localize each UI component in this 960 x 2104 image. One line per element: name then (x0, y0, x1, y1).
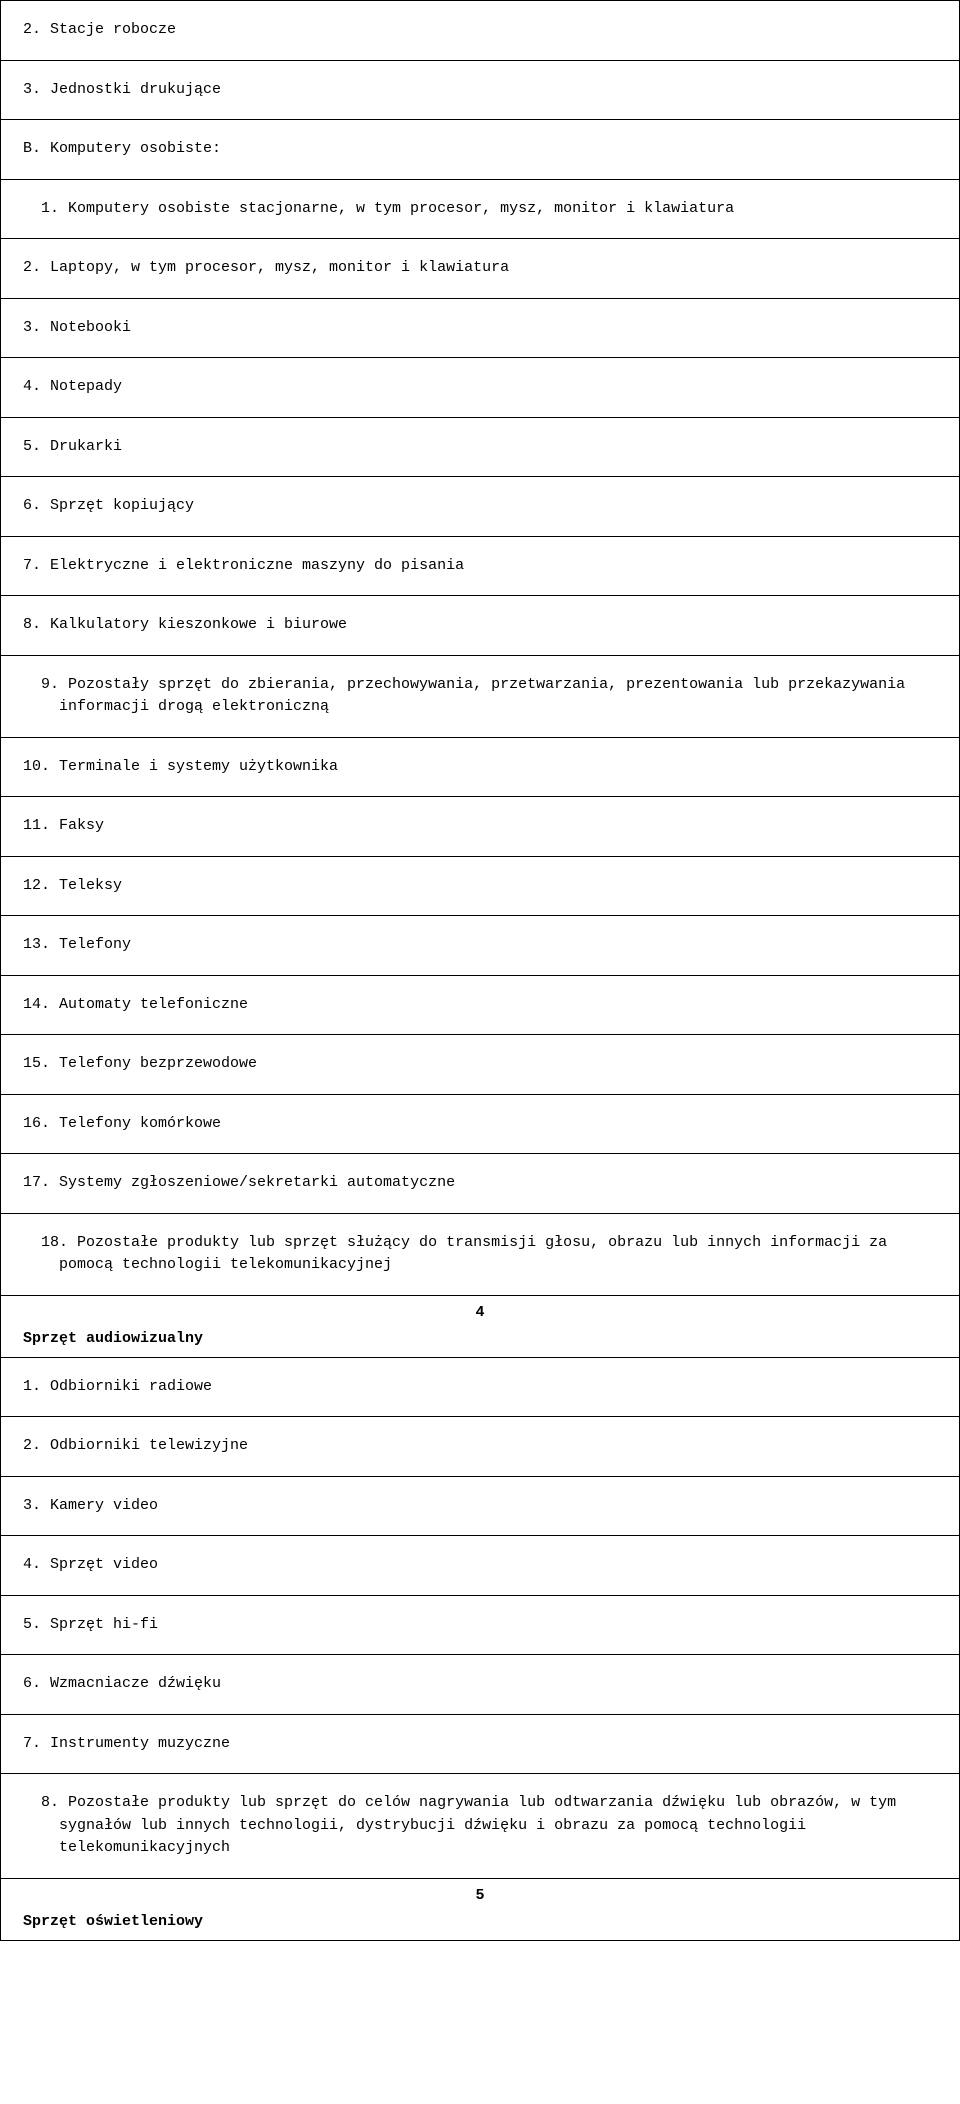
table-cell: 12. Teleksy (1, 856, 960, 916)
list-item-text: 15. Telefony bezprzewodowe (23, 1055, 257, 1072)
table-row: 10. Terminale i systemy użytkownika (1, 737, 960, 797)
list-item-text: 5. Drukarki (23, 438, 122, 455)
table-row: 3. Jednostki drukujące (1, 60, 960, 120)
list-item-text: 4. Sprzęt video (23, 1556, 158, 1573)
table-row: 13. Telefony (1, 916, 960, 976)
table-row: 4. Notepady (1, 358, 960, 418)
document-page: 2. Stacje robocze 3. Jednostki drukujące B… (0, 0, 960, 1941)
table-cell: 14. Automaty telefoniczne (1, 975, 960, 1035)
table-row: 4 Sprzęt audiowizualny (1, 1295, 960, 1357)
table-row: 5 Sprzęt oświetleniowy (1, 1878, 960, 1940)
table-row: 11. Faksy (1, 797, 960, 857)
category-title: Sprzęt oświetleniowy (23, 1911, 937, 1934)
table-cell: 1. Komputery osobiste stacjonarne, w tym… (1, 179, 960, 239)
list-item-text: 14. Automaty telefoniczne (23, 996, 248, 1013)
table-row: 1. Komputery osobiste stacjonarne, w tym… (1, 179, 960, 239)
table-row: B. Komputery osobiste: (1, 120, 960, 180)
list-item-text: 8. Pozostałe produkty lub sprzęt do celó… (23, 1792, 937, 1860)
list-item-text: 2. Odbiorniki telewizyjne (23, 1437, 248, 1454)
table-cell: 11. Faksy (1, 797, 960, 857)
table-cell: 3. Jednostki drukujące (1, 60, 960, 120)
table-cell: 2. Stacje robocze (1, 1, 960, 61)
table-cell: 2. Laptopy, w tym procesor, mysz, monito… (1, 239, 960, 299)
table-cell: 18. Pozostałe produkty lub sprzęt służąc… (1, 1213, 960, 1295)
list-item-text: 17. Systemy zgłoszeniowe/sekretarki auto… (23, 1174, 455, 1191)
category-number: 4 (23, 1302, 937, 1325)
list-item-text: 16. Telefony komórkowe (23, 1115, 221, 1132)
table-row: 4. Sprzęt video (1, 1536, 960, 1596)
table-row: 8. Pozostałe produkty lub sprzęt do celó… (1, 1774, 960, 1879)
table-row: 6. Sprzęt kopiujący (1, 477, 960, 537)
table-cell: 2. Odbiorniki telewizyjne (1, 1417, 960, 1477)
list-item-text: 6. Wzmacniacze dźwięku (23, 1675, 221, 1692)
table-cell: 15. Telefony bezprzewodowe (1, 1035, 960, 1095)
table-row: 6. Wzmacniacze dźwięku (1, 1655, 960, 1715)
table-cell: 7. Elektryczne i elektroniczne maszyny d… (1, 536, 960, 596)
table-cell: 6. Sprzęt kopiujący (1, 477, 960, 537)
list-item-text: 5. Sprzęt hi-fi (23, 1616, 158, 1633)
list-item-text: 4. Notepady (23, 378, 122, 395)
table-row: 7. Elektryczne i elektroniczne maszyny d… (1, 536, 960, 596)
list-item-text: 13. Telefony (23, 936, 131, 953)
list-item-text: 3. Jednostki drukujące (23, 81, 221, 98)
list-item-text: 2. Laptopy, w tym procesor, mysz, monito… (23, 259, 509, 276)
list-item-text: 7. Instrumenty muzyczne (23, 1735, 230, 1752)
table-row: 16. Telefony komórkowe (1, 1094, 960, 1154)
table-row: 2. Odbiorniki telewizyjne (1, 1417, 960, 1477)
table-cell: 5. Drukarki (1, 417, 960, 477)
table-cell: 9. Pozostały sprzęt do zbierania, przech… (1, 655, 960, 737)
table-cell: 8. Pozostałe produkty lub sprzęt do celó… (1, 1774, 960, 1879)
table-cell: 13. Telefony (1, 916, 960, 976)
list-item-text: 12. Teleksy (23, 877, 122, 894)
table-row: 9. Pozostały sprzęt do zbierania, przech… (1, 655, 960, 737)
list-item-text: 1. Komputery osobiste stacjonarne, w tym… (23, 198, 937, 221)
list-item-text: B. Komputery osobiste: (23, 140, 221, 157)
table-cell: 10. Terminale i systemy użytkownika (1, 737, 960, 797)
table-row: 3. Kamery video (1, 1476, 960, 1536)
table-row: 15. Telefony bezprzewodowe (1, 1035, 960, 1095)
list-item-text: 6. Sprzęt kopiujący (23, 497, 194, 514)
list-item-text: 2. Stacje robocze (23, 21, 176, 38)
table-row: 3. Notebooki (1, 298, 960, 358)
table-row: 2. Stacje robocze (1, 1, 960, 61)
category-title: Sprzęt audiowizualny (23, 1328, 937, 1351)
list-item-text: 11. Faksy (23, 817, 104, 834)
list-item-text: 10. Terminale i systemy użytkownika (23, 758, 338, 775)
table-cell: 7. Instrumenty muzyczne (1, 1714, 960, 1774)
document-table: 2. Stacje robocze 3. Jednostki drukujące B… (0, 0, 960, 1941)
table-cell: 4. Sprzęt video (1, 1536, 960, 1596)
list-item-text: 1. Odbiorniki radiowe (23, 1378, 212, 1395)
table-cell: 4 Sprzęt audiowizualny (1, 1295, 960, 1357)
table-row: 14. Automaty telefoniczne (1, 975, 960, 1035)
table-cell: 5. Sprzęt hi-fi (1, 1595, 960, 1655)
table-cell: 1. Odbiorniki radiowe (1, 1357, 960, 1417)
table-cell: 5 Sprzęt oświetleniowy (1, 1878, 960, 1940)
table-row: 5. Drukarki (1, 417, 960, 477)
list-item-text: 8. Kalkulatory kieszonkowe i biurowe (23, 616, 347, 633)
table-cell: 4. Notepady (1, 358, 960, 418)
category-number: 5 (23, 1885, 937, 1908)
table-row: 8. Kalkulatory kieszonkowe i biurowe (1, 596, 960, 656)
table-row: 5. Sprzęt hi-fi (1, 1595, 960, 1655)
list-item-text: 9. Pozostały sprzęt do zbierania, przech… (23, 674, 937, 719)
table-cell: 17. Systemy zgłoszeniowe/sekretarki auto… (1, 1154, 960, 1214)
table-cell: 16. Telefony komórkowe (1, 1094, 960, 1154)
table-cell: 3. Notebooki (1, 298, 960, 358)
table-row: 12. Teleksy (1, 856, 960, 916)
table-row: 18. Pozostałe produkty lub sprzęt służąc… (1, 1213, 960, 1295)
list-item-text: 7. Elektryczne i elektroniczne maszyny d… (23, 557, 464, 574)
table-row: 17. Systemy zgłoszeniowe/sekretarki auto… (1, 1154, 960, 1214)
table-row: 2. Laptopy, w tym procesor, mysz, monito… (1, 239, 960, 299)
list-item-text: 3. Notebooki (23, 319, 131, 336)
list-item-text: 18. Pozostałe produkty lub sprzęt służąc… (23, 1232, 937, 1277)
table-row: 7. Instrumenty muzyczne (1, 1714, 960, 1774)
table-cell: 6. Wzmacniacze dźwięku (1, 1655, 960, 1715)
table-row: 1. Odbiorniki radiowe (1, 1357, 960, 1417)
table-cell: B. Komputery osobiste: (1, 120, 960, 180)
table-cell: 8. Kalkulatory kieszonkowe i biurowe (1, 596, 960, 656)
list-item-text: 3. Kamery video (23, 1497, 158, 1514)
table-cell: 3. Kamery video (1, 1476, 960, 1536)
